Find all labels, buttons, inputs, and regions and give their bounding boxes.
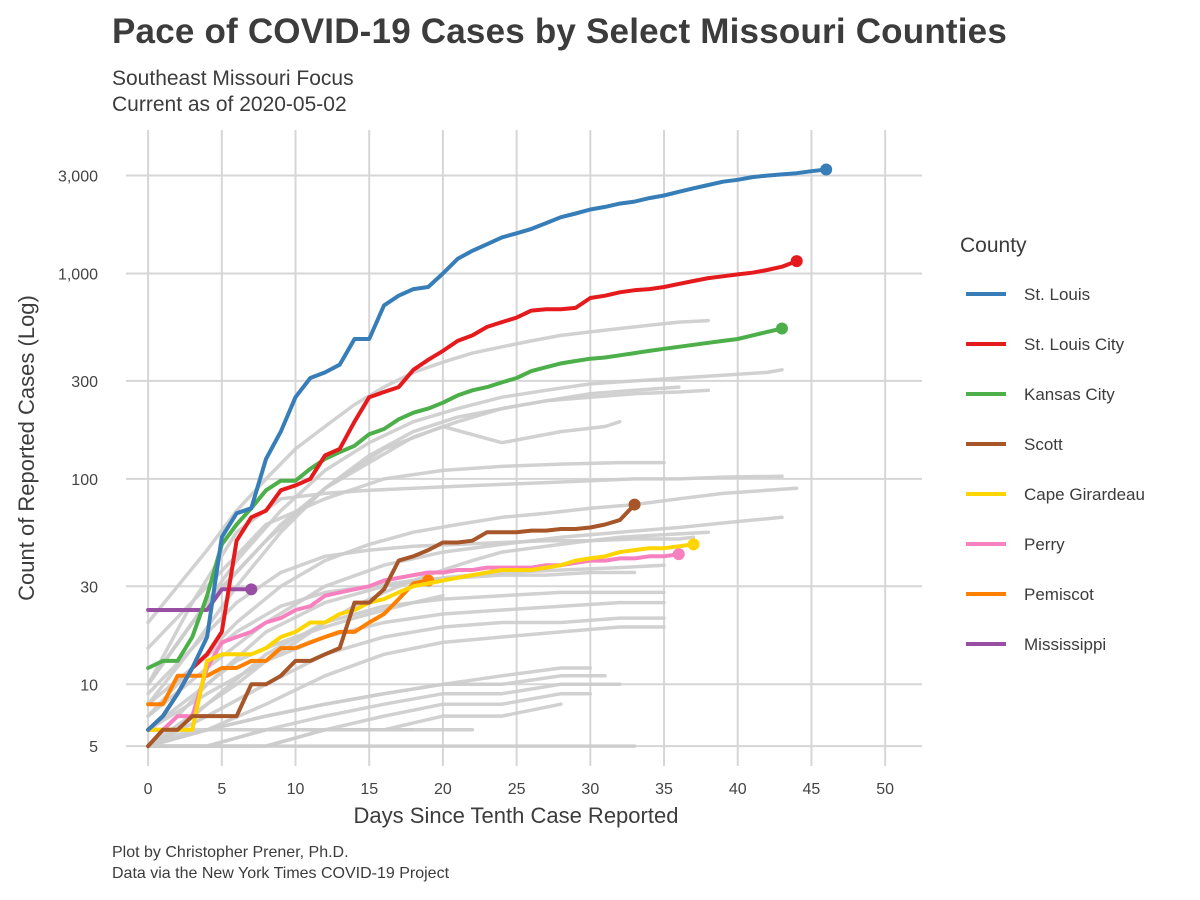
- legend-label-scott: Scott: [1024, 435, 1063, 454]
- series-endpoint-mississippi: [245, 583, 258, 596]
- subtitle-focus: Southeast Missouri Focus: [112, 67, 354, 90]
- y-axis-title: Count of Reported Cases (Log): [14, 295, 39, 601]
- legend-label-mississippi: Mississippi: [1024, 635, 1106, 654]
- background-county-line: [146, 419, 622, 687]
- background-county-line: [146, 486, 799, 706]
- x-tick-label: 15: [360, 781, 378, 798]
- background-county-line: [146, 474, 784, 687]
- x-tick-label: 40: [729, 781, 747, 798]
- y-tick-label: 30: [80, 579, 98, 596]
- y-tick-label: 10: [80, 677, 98, 694]
- series-line-perry: [146, 552, 681, 732]
- x-tick-label: 0: [144, 781, 153, 798]
- subtitle-date: Current as of 2020-05-02: [112, 93, 347, 116]
- legend-label-st-louis-city: St. Louis City: [1024, 335, 1125, 354]
- background-county-line: [146, 600, 666, 732]
- series-line-st-louis-city: [146, 259, 799, 732]
- caption-author: Plot by Christopher Prener, Ph.D.: [112, 844, 349, 861]
- background-county-line: [146, 674, 607, 748]
- x-tick-label: 35: [655, 781, 673, 798]
- legend-label-pemiscot: Pemiscot: [1024, 585, 1094, 604]
- legend-label-kansas-city: Kansas City: [1024, 385, 1115, 404]
- x-tick-label: 25: [508, 781, 526, 798]
- background-county-line: [146, 460, 666, 650]
- x-axis-title: Days Since Tenth Case Reported: [354, 803, 679, 828]
- y-tick-label: 1,000: [58, 267, 98, 284]
- x-tick-label: 20: [434, 781, 452, 798]
- legend-label-cape-girardeau: Cape Girardeau: [1024, 485, 1145, 504]
- x-tick-label: 30: [581, 781, 599, 798]
- x-tick-label: 10: [287, 781, 305, 798]
- series-line-mississippi: [146, 587, 254, 612]
- series-endpoint-st-louis-city: [790, 255, 803, 268]
- x-tick-label: 45: [803, 781, 821, 798]
- series-endpoint-scott: [628, 498, 641, 511]
- series-line-cape-girardeau: [146, 542, 696, 732]
- series-endpoint-cape-girardeau: [687, 538, 700, 551]
- series-line-scott: [146, 502, 637, 749]
- series-endpoint-kansas-city: [775, 322, 788, 335]
- background-county-line: [146, 388, 711, 696]
- chart-caption: Plot by Christopher Prener, Ph.D. Data v…: [112, 842, 449, 884]
- legend-title: County: [960, 234, 1027, 257]
- highlighted-county-lines: [146, 163, 833, 749]
- chart-subtitle: Southeast Missouri Focus Current as of 2…: [112, 66, 354, 118]
- background-county-line: [146, 318, 711, 625]
- y-tick-label: 300: [71, 374, 98, 391]
- series-endpoint-perry: [672, 548, 685, 561]
- legend-label-perry: Perry: [1024, 535, 1065, 554]
- series-endpoint-st-louis: [820, 163, 833, 176]
- background-county-line: [146, 691, 593, 748]
- background-county-lines: [146, 318, 799, 748]
- y-tick-label: 100: [71, 472, 98, 489]
- background-county-line: [146, 368, 784, 687]
- axis-ticks: 0 5 10 15 20 25 30 35 40 45 50 5 10 30 100 300 1,000 3,00…: [58, 169, 894, 798]
- legend-label-st-louis: St. Louis: [1024, 285, 1090, 304]
- x-tick-label: 5: [217, 781, 226, 798]
- y-tick-label: 3,000: [58, 169, 98, 186]
- caption-source: Data via the New York Times COVID-19 Pro…: [112, 865, 450, 882]
- legend: St. Louis St. Louis City Kansas City Scott C…: [966, 285, 1145, 654]
- chart-title: Pace of COVID-19 Cases by Select Missour…: [112, 12, 1008, 51]
- x-tick-label: 50: [876, 781, 894, 798]
- y-tick-label: 5: [89, 739, 98, 756]
- series-line-pemiscot: [146, 578, 431, 707]
- series-line-st-louis: [146, 167, 829, 732]
- background-county-line: [146, 616, 666, 748]
